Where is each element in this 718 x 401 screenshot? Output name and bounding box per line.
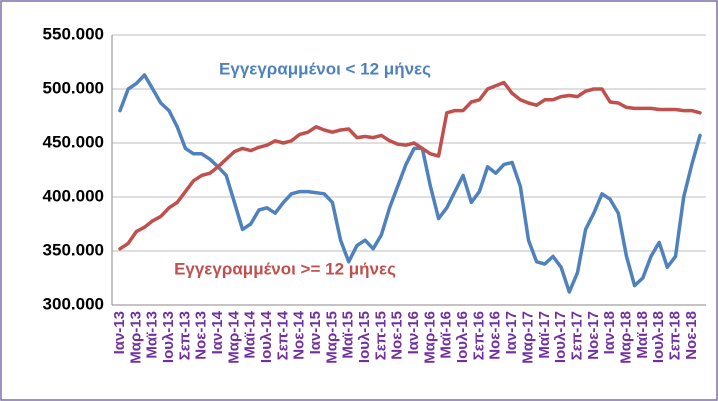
x-tick-label: Μαρ-16 <box>421 311 438 364</box>
x-tick-label: Ιαν-15 <box>307 311 324 354</box>
x-tick-label: Νοε-18 <box>683 311 700 360</box>
y-tick-label: 300.000 <box>43 294 104 313</box>
x-tick-label: Νοε-17 <box>585 311 602 360</box>
x-tick-label: Σεπ-18 <box>666 311 683 360</box>
annotation: Εγγεγραμμένοι < 12 μήνες <box>219 59 431 78</box>
x-tick-label: Μαϊ-17 <box>536 311 553 359</box>
x-tick-label: Μαϊ-13 <box>144 311 161 359</box>
x-tick-label: Μαρ-18 <box>617 311 634 364</box>
y-tick-label: 350.000 <box>43 240 104 259</box>
x-tick-label: Μαϊ-16 <box>438 311 455 359</box>
x-tick-label: Σεπ-13 <box>176 311 193 360</box>
x-tick-label: Ιουλ-17 <box>552 311 569 363</box>
x-tick-label: Ιουλ-13 <box>160 311 177 363</box>
x-tick-label: Νοε-16 <box>487 311 504 360</box>
x-tick-label: Μαρ-15 <box>323 311 340 364</box>
x-tick-label: Ιαν-17 <box>503 311 520 354</box>
x-tick-label: Ιαν-13 <box>111 311 128 354</box>
annotation: Εγγεγραμμένοι >= 12 μήνες <box>174 259 396 278</box>
x-tick-label: Ιουλ-14 <box>258 310 275 363</box>
x-tick-label: Ιαν-18 <box>601 311 618 354</box>
x-tick-label: Σεπ-16 <box>470 311 487 360</box>
x-tick-label: Νοε-15 <box>389 311 406 360</box>
x-tick-label: Σεπ-17 <box>568 311 585 360</box>
y-tick-label: 550.000 <box>43 24 104 43</box>
x-tick-label: Μαϊ-18 <box>634 311 651 359</box>
x-tick-label: Νοε-14 <box>291 310 308 359</box>
x-tick-label: Ιουλ-16 <box>454 311 471 363</box>
x-tick-label: Μαϊ-15 <box>340 311 357 359</box>
x-tick-label: Σεπ-15 <box>372 311 389 360</box>
x-tick-label: Σεπ-14 <box>274 310 291 360</box>
series-line <box>118 80 702 251</box>
y-tick-label: 450.000 <box>43 132 104 151</box>
x-tick-label: Ιαν-14 <box>209 310 226 354</box>
x-tick-label: Ιουλ-15 <box>356 311 373 363</box>
y-tick-label: 500.000 <box>43 78 104 97</box>
x-tick-label: Μαρ-14 <box>225 310 242 363</box>
x-tick-label: Μαϊ-14 <box>242 310 259 358</box>
x-tick-label: Ιουλ-18 <box>650 311 667 363</box>
x-tick-label: Μαρ-17 <box>519 311 536 364</box>
x-tick-label: Μαρ-13 <box>127 311 144 364</box>
y-tick-label: 400.000 <box>43 186 104 205</box>
x-tick-label: Ιαν-16 <box>405 311 422 354</box>
x-tick-label: Νοε-13 <box>193 311 210 360</box>
series-line <box>118 73 702 294</box>
